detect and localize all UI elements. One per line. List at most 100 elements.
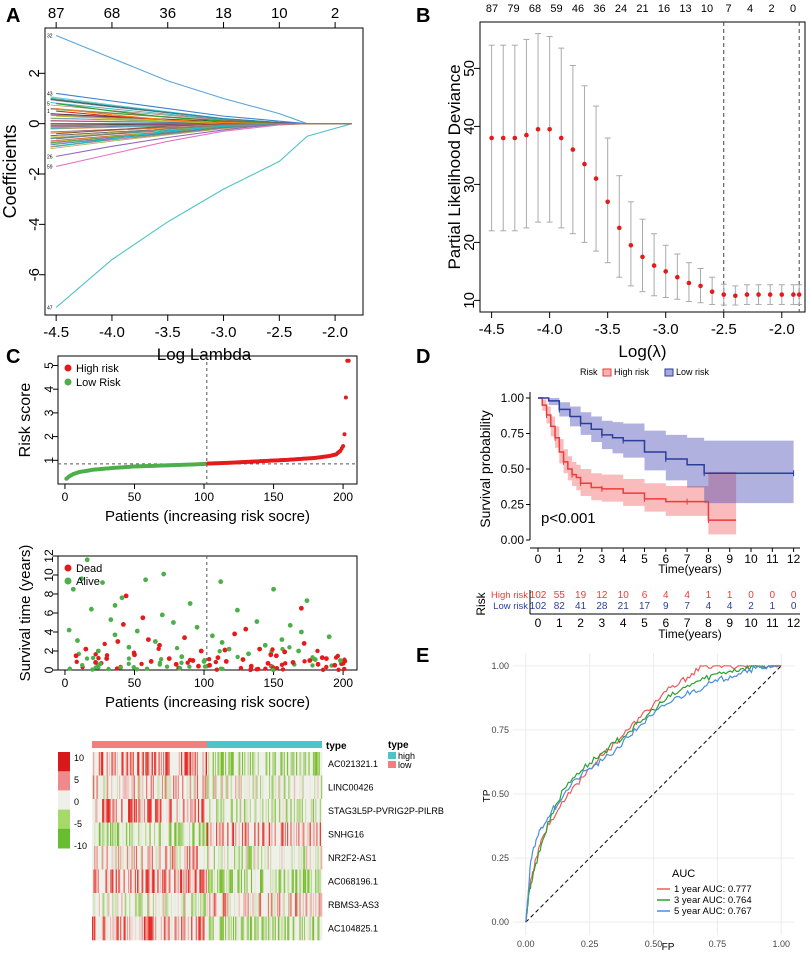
alive-point xyxy=(157,660,163,665)
heatmap-cell xyxy=(248,775,251,800)
legend-alive-dot xyxy=(64,577,72,585)
heatmap-cell xyxy=(130,893,132,917)
heatmap-cell xyxy=(232,752,235,776)
heatmap-cell xyxy=(274,869,277,894)
heatmap-cell xyxy=(193,822,195,847)
dead-point xyxy=(213,659,219,665)
heatmap-cell xyxy=(292,775,295,800)
heatmap-cell xyxy=(98,846,101,870)
heatmap-cell xyxy=(269,916,271,941)
risk-table-count: 6 xyxy=(642,590,648,601)
heatmap-cell xyxy=(220,822,222,847)
heatmap-cell xyxy=(164,822,166,847)
heatmap-cell xyxy=(175,822,177,847)
heatmap-cell xyxy=(99,869,102,894)
heatmap-cell xyxy=(184,846,186,870)
heatmap-cell xyxy=(249,846,252,870)
heatmap-cell xyxy=(303,775,306,800)
heatmap-cell xyxy=(290,752,292,776)
heatmap-cell xyxy=(320,846,323,870)
top-axis-label: 46 xyxy=(572,3,584,15)
heatmap-cell xyxy=(197,916,200,941)
heatmap-cell xyxy=(315,916,317,941)
heatmap-cell xyxy=(178,775,181,800)
heatmap-cell xyxy=(261,775,263,800)
heatmap-cell xyxy=(317,775,319,800)
heatmap-cell xyxy=(186,916,189,941)
heatmap-cell xyxy=(219,822,221,847)
heatmap-cell xyxy=(112,893,114,917)
heatmap-cell xyxy=(253,916,255,941)
heatmap-cell xyxy=(216,869,218,894)
heatmap-cell xyxy=(147,799,149,823)
heatmap-cell xyxy=(128,869,130,894)
panel-a-lasso-coefficients: -4.5 -4.0 -3.5 -3.0 -2.5 -2.087 68 36 18 10 220-2-… xyxy=(0,5,364,364)
heatmap-cell xyxy=(312,846,315,870)
heatmap-cell xyxy=(182,752,184,776)
heatmap-cell xyxy=(121,893,123,917)
heatmap-cell xyxy=(165,775,167,800)
heatmap-cell xyxy=(230,752,233,776)
heatmap-cell xyxy=(191,916,193,941)
risk-table-x-tick: 8 xyxy=(705,616,712,630)
heatmap-cell xyxy=(266,916,269,941)
heatmap-cell xyxy=(212,846,215,870)
heatmap-cell xyxy=(275,916,278,941)
heatmap-cell xyxy=(192,822,194,847)
heatmap-cell xyxy=(113,752,115,776)
deviance-point xyxy=(570,147,576,152)
dead-point xyxy=(140,615,146,621)
heatmap-cell xyxy=(226,822,228,847)
heatmap-cell xyxy=(158,822,160,847)
heatmap-cell xyxy=(230,916,233,941)
heatmap-cell xyxy=(99,799,102,823)
heatmap-cell xyxy=(265,916,268,941)
heatmap-cell xyxy=(125,799,128,823)
deviance-point xyxy=(686,280,692,286)
heatmap-cell xyxy=(150,869,153,894)
heatmap-cell xyxy=(177,893,180,917)
heatmap-cell xyxy=(135,799,138,823)
heatmap-cell xyxy=(181,846,183,870)
heatmap-cell xyxy=(99,846,102,870)
heatmap-cell xyxy=(187,752,190,776)
heatmap-cell xyxy=(181,916,183,941)
heatmap-cell xyxy=(98,752,101,776)
heatmap-cell xyxy=(149,893,151,917)
heatmap-cell xyxy=(267,752,270,776)
x-tick-label: 150 xyxy=(264,490,284,504)
alive-point xyxy=(112,632,118,638)
heatmap-cell xyxy=(234,869,236,894)
heatmap-cell xyxy=(113,799,115,823)
heatmap-cell xyxy=(192,846,194,870)
heatmap-cell xyxy=(257,846,260,870)
dead-point xyxy=(335,653,340,659)
risk-table-x-tick: 1 xyxy=(556,616,563,630)
x-tick-label: 8 xyxy=(705,552,712,566)
heatmap-cell xyxy=(246,822,248,847)
heatmap-cell xyxy=(199,822,201,847)
heatmap-cell xyxy=(96,916,98,941)
alive-point xyxy=(84,656,90,661)
alive-point xyxy=(209,633,215,639)
heatmap-cell xyxy=(205,846,208,870)
heatmap-cell xyxy=(103,893,105,917)
alive-point xyxy=(161,571,167,577)
heatmap-cell xyxy=(236,893,238,917)
heatmap-cell xyxy=(240,846,243,870)
heatmap-cell xyxy=(311,916,314,941)
x-tick-label: 0 xyxy=(62,676,69,690)
heatmap-cell xyxy=(255,752,257,776)
dead-point xyxy=(273,653,279,659)
heatmap-cell xyxy=(287,752,289,776)
heatmap-cell xyxy=(125,822,128,847)
heatmap-cell xyxy=(218,846,220,870)
heatmap-cell xyxy=(170,752,173,776)
y-tick-label: 0.50 xyxy=(491,789,509,799)
heatmap-cell xyxy=(280,799,282,823)
heatmap-cell xyxy=(246,893,248,917)
heatmap-cell xyxy=(253,893,255,917)
heatmap-cell xyxy=(243,775,245,800)
heatmap-cell xyxy=(195,846,198,870)
x-tick-label: 10 xyxy=(744,552,758,566)
